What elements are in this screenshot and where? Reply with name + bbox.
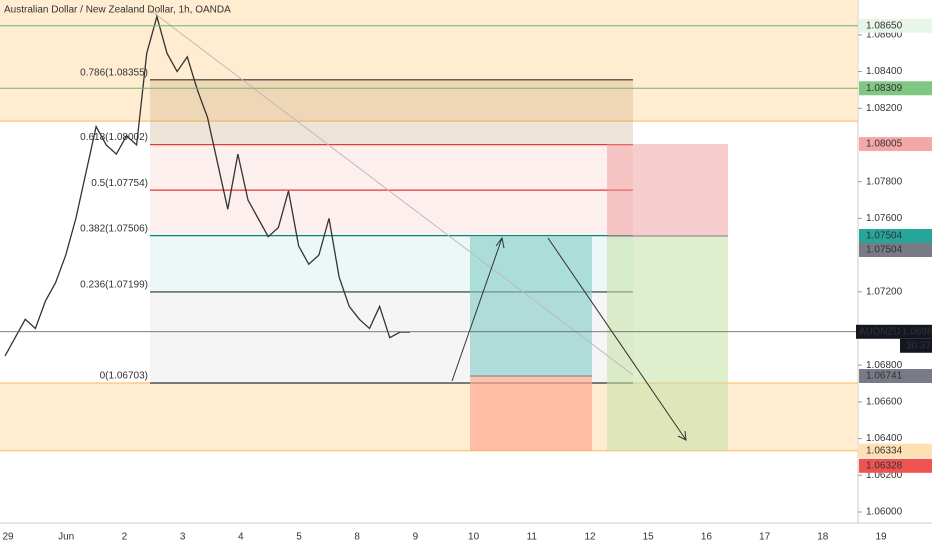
countdown-label: 30:37 [906, 340, 931, 351]
y-tick-label: 1.08600 [866, 30, 903, 41]
arrow [451, 236, 505, 382]
price-tag-label: 1.08650 [866, 20, 903, 31]
price-tag-label: 1.06328 [866, 460, 903, 471]
x-tick-label: 3 [180, 532, 186, 543]
x-tick-label: 11 [527, 532, 538, 543]
fib-label: 0.786(1.08355) [80, 67, 148, 78]
price-tag [859, 369, 932, 384]
symbol-tag [856, 324, 900, 339]
price-tag [859, 18, 932, 33]
price-tag [859, 443, 932, 458]
x-tick-label: 16 [701, 532, 713, 543]
price-tag-label: 1.06334 [866, 445, 903, 456]
stop-zone [470, 376, 592, 451]
x-tick-label: 9 [413, 532, 419, 543]
price-tag [859, 228, 932, 243]
y-tick-label: 1.06600 [866, 397, 903, 408]
y-tick-label: 1.07200 [866, 286, 903, 297]
x-tick-label: 29 [2, 532, 14, 543]
x-tick-label: 19 [875, 532, 887, 543]
price-tag [859, 137, 932, 152]
fib-label: 0.382(1.07506) [80, 223, 148, 234]
target-zone [607, 235, 728, 451]
y-tick-label: 1.08200 [866, 103, 903, 114]
last-price-label: 1.06982 [902, 326, 932, 337]
x-tick-label: 15 [643, 532, 655, 543]
countdown-tag [900, 338, 932, 353]
x-tick-label: 8 [354, 532, 360, 543]
y-tick-label: 1.06400 [866, 433, 903, 444]
price-tag-label: 1.06741 [866, 371, 903, 382]
y-tick-label: 1.07800 [866, 176, 903, 187]
fib-label: 0(1.06703) [100, 371, 148, 382]
price-tag-label: 1.08005 [866, 139, 903, 150]
y-tick-label: 1.06800 [866, 360, 903, 371]
y-tick-label: 1.07600 [866, 213, 903, 224]
price-tag-label: 1.07504 [866, 231, 903, 242]
price-line [4, 14, 410, 357]
x-tick-label: Jun [58, 532, 74, 543]
price-tag [859, 242, 932, 257]
x-tick-label: 17 [759, 532, 771, 543]
price-tag [859, 458, 932, 473]
arrow [547, 237, 687, 441]
fib-band [150, 79, 633, 145]
chart-title: Australian Dollar / New Zealand Dollar, … [4, 5, 231, 16]
price-tag [859, 81, 932, 96]
target-zone [470, 235, 592, 377]
zone [0, 382, 858, 451]
x-tick-label: 2 [122, 532, 128, 543]
trend-line [149, 9, 634, 376]
y-tick-label: 1.08400 [866, 66, 903, 77]
fib-label: 0.618(1.08002) [80, 132, 148, 143]
x-tick-label: 12 [584, 532, 596, 543]
price-tag-label: 1.07504 [866, 245, 903, 256]
y-tick-label: 1.06000 [866, 507, 903, 518]
x-tick-label: 4 [238, 532, 244, 543]
fib-label: 0.236(1.07199) [80, 280, 148, 291]
price-tag-label: 1.08309 [866, 83, 903, 94]
x-tick-label: 10 [468, 532, 480, 543]
zone [0, 0, 858, 122]
symbol-label: AUDNZD [859, 326, 901, 337]
fib-label: 0.5(1.07754) [91, 178, 148, 189]
y-tick-label: 1.06200 [866, 470, 903, 481]
x-tick-label: 5 [296, 532, 302, 543]
stop-zone [607, 144, 728, 236]
x-tick-label: 18 [817, 532, 829, 543]
price-tag [900, 324, 932, 339]
